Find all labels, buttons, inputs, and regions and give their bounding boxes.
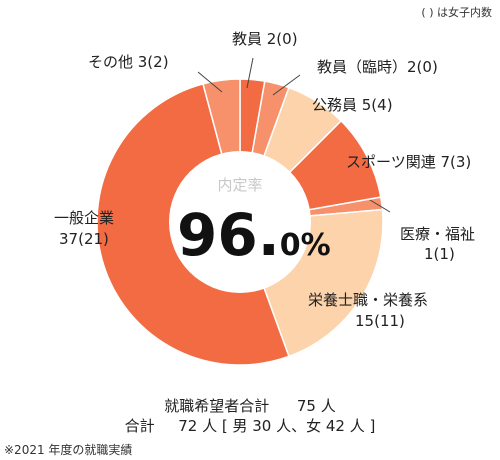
total-applicants-value: 75 人 <box>296 397 336 415</box>
leader-line-temp-teacher <box>272 74 301 96</box>
female-count-note: ( ) は女子内数 <box>421 6 492 19</box>
slice-label-nutrition-name: 栄養士職・栄養系 <box>308 291 428 309</box>
slice-label-medical-value: 1(1) <box>424 245 455 263</box>
center-value-main: 96. <box>177 201 280 269</box>
donut-chart: 教員 2(0) 教員（臨時）2(0) 公務員 5(4) スポーツ関連 7(3) … <box>54 30 480 366</box>
donut-hole <box>169 151 311 293</box>
leader-line-teacher <box>246 57 254 89</box>
slice-label-companies-name: 一般企業 <box>54 209 114 227</box>
center-value-suffix: 0% <box>280 228 331 263</box>
leader-line-other <box>197 71 223 93</box>
center-value: 96.0% <box>177 201 331 269</box>
slice-label-teacher: 教員 2(0) <box>232 30 298 48</box>
slice-label-civil-servant: 公務員 5(4) <box>312 96 393 114</box>
slice-label-nutrition-value: 15(11) <box>355 312 405 330</box>
slice-label-medical-name: 医療・福祉 <box>400 225 475 243</box>
leader-line-medical <box>369 199 391 213</box>
total-value: 72 人 [ 男 30 人、女 42 人 ] <box>178 417 376 435</box>
total-label: 合計 <box>124 417 155 435</box>
slice-label-nutrition: 栄養士職・栄養系 15(11) <box>308 291 433 330</box>
slice-label-other: その他 3(2) <box>88 53 169 71</box>
year-note: ※2021 年度の就職実績 <box>4 443 133 457</box>
total-applicants-label: 就職希望者合計 <box>164 397 270 415</box>
slice-label-companies: 一般企業 37(21) <box>54 209 119 248</box>
center-label: 内定率 <box>217 176 262 194</box>
footer-line-2: 合計 72 人 [ 男 30 人、女 42 人 ] <box>0 415 500 436</box>
slice-label-temp-teacher: 教員（臨時）2(0) <box>317 58 438 76</box>
slice-label-companies-value: 37(21) <box>59 230 109 248</box>
leader-lines <box>197 57 391 213</box>
slice-label-medical: 医療・福祉 1(1) <box>400 225 480 263</box>
slice-label-sports: スポーツ関連 7(3) <box>346 153 471 171</box>
footer-line-1: 就職希望者合計 75 人 <box>0 395 500 416</box>
